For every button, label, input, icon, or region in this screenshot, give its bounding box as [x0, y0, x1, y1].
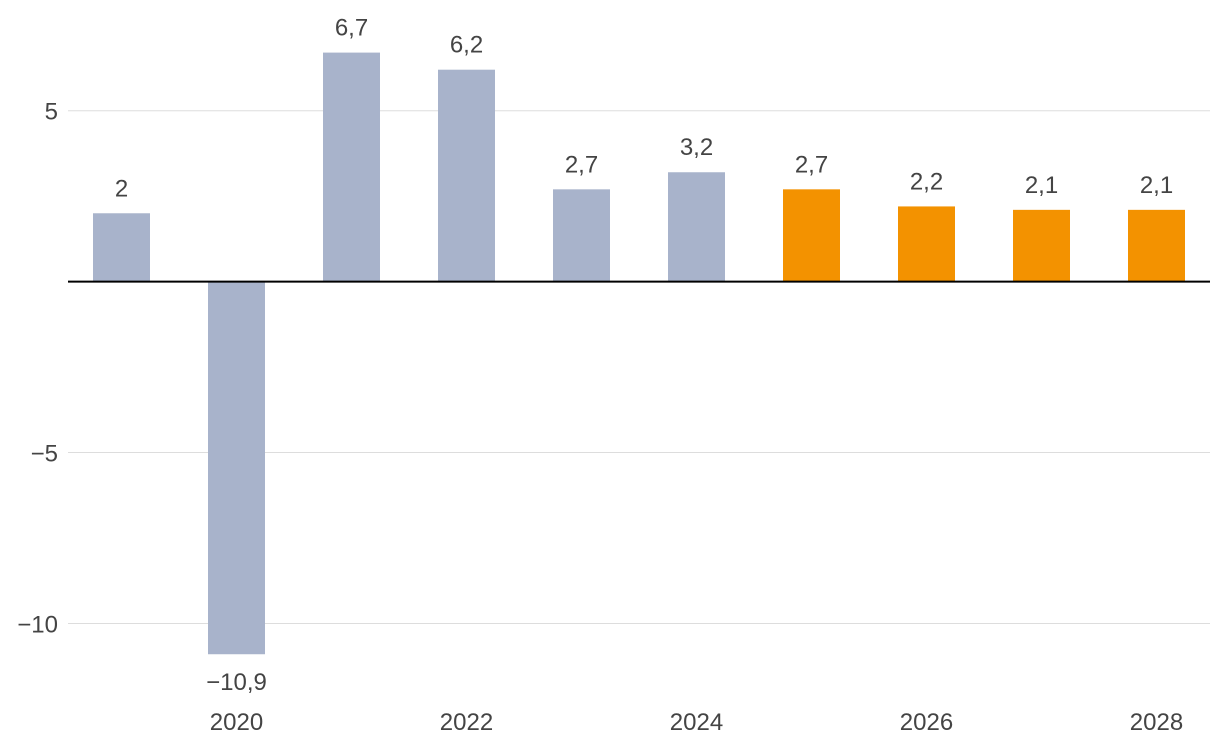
bar-forecast [898, 206, 955, 282]
x-axis-ticks: 2020 2022 2024 2026 2028 [210, 709, 1183, 736]
data-label: 2,7 [795, 151, 828, 178]
y-tick-label: −10 [17, 611, 58, 638]
x-tick-label: 2024 [670, 709, 723, 736]
data-label: −10,9 [206, 669, 267, 696]
x-tick-label: 2022 [440, 709, 493, 736]
bar [668, 172, 725, 282]
x-tick-label: 2020 [210, 709, 263, 736]
data-label: 6,2 [450, 32, 483, 59]
data-label: 2,2 [910, 168, 943, 195]
y-tick-label: 5 [45, 99, 58, 126]
y-axis-ticks: 5 −5 −10 [17, 99, 58, 639]
bar [438, 69, 495, 282]
data-label: 2,1 [1140, 172, 1173, 199]
bar-forecast [1013, 209, 1070, 282]
data-label: 2,1 [1025, 172, 1058, 199]
bar [93, 213, 150, 282]
data-label: 6,7 [335, 15, 368, 42]
bar [553, 189, 610, 282]
bar-forecast [783, 189, 840, 282]
bars [93, 52, 1185, 655]
data-label: 3,2 [680, 134, 713, 161]
y-tick-label: −5 [31, 441, 58, 468]
x-tick-label: 2028 [1130, 709, 1183, 736]
data-label: 2,7 [565, 151, 598, 178]
data-label: 2 [115, 175, 128, 202]
x-tick-label: 2026 [900, 709, 953, 736]
bar-forecast [1128, 209, 1185, 282]
bar [323, 52, 380, 282]
bar [208, 281, 265, 655]
data-labels: 2 −10,9 6,7 6,2 2,7 3,2 2,7 2,2 2,1 2,1 [115, 15, 1173, 697]
